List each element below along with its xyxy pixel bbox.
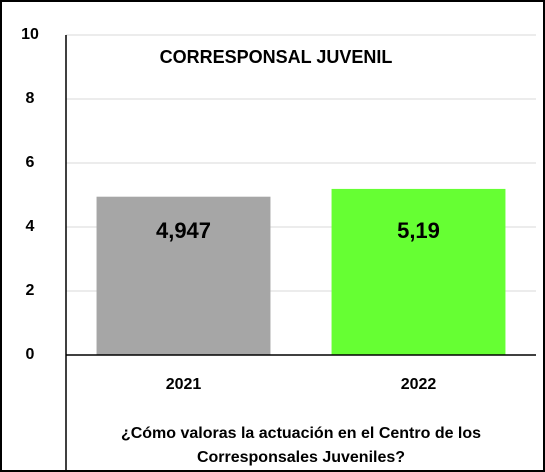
x-tick-label: 2021 [166,376,202,393]
x-tick-label: 2022 [401,376,437,393]
y-tick-label: 8 [26,90,35,107]
y-tick-label: 6 [26,154,35,171]
bar [331,188,506,355]
data-label: 5,19 [397,218,440,243]
chart-title: CORRESPONSAL JUVENIL [160,47,393,67]
y-tick-label: 0 [26,346,35,363]
bar [96,196,271,355]
data-label: 4,947 [156,218,211,243]
y-tick-label: 2 [26,282,35,299]
y-tick-label: 10 [21,26,39,43]
x-axis-label: ¿Cómo valoras la actuación en el Centro … [120,425,482,466]
y-tick-label: 4 [26,218,35,235]
